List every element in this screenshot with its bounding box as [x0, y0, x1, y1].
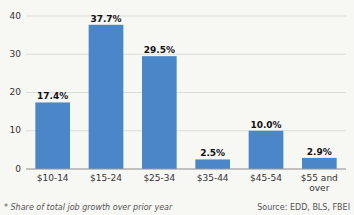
- bar: [195, 159, 230, 169]
- data-label: 29.5%: [144, 45, 175, 55]
- chart-container: 0 10 20 30 40 17.4% 37.7% 29.5% 2.5% 10.0% 2.9% $10…: [0, 0, 354, 215]
- x-axis-line: [26, 169, 346, 170]
- y-tick-label: 10: [10, 125, 22, 135]
- background: [0, 0, 354, 215]
- y-tick-label: 40: [10, 11, 22, 21]
- bar: [302, 158, 337, 169]
- x-tick-label: $35-44: [197, 173, 229, 183]
- x-tick-label: $10-14: [37, 173, 69, 183]
- chart: 0 10 20 30 40 17.4% 37.7% 29.5% 2.5% 10.0% 2.9% $10…: [0, 0, 354, 215]
- grid-line: [26, 169, 346, 170]
- bar: [89, 25, 124, 169]
- x-axis: $10-14 $15-24 $25-34 $35-44 $45-54 $55 andove…: [26, 169, 346, 193]
- grid-line: [26, 54, 346, 55]
- grid-line: [26, 130, 346, 131]
- grid-line: [26, 92, 346, 93]
- data-label: 2.9%: [307, 147, 332, 157]
- y-tick-label: 0: [15, 164, 21, 174]
- x-tick-label: $45-54: [250, 173, 282, 183]
- y-tick-label: 30: [10, 49, 22, 59]
- x-tick-label: $15-24: [90, 173, 122, 183]
- grid-line: [26, 16, 346, 17]
- y-tick-label: 20: [10, 87, 22, 97]
- x-tick-label: $55 andover: [301, 173, 338, 193]
- data-label: 2.5%: [200, 148, 225, 158]
- data-label: 37.7%: [90, 14, 121, 24]
- data-labels: 17.4% 37.7% 29.5% 2.5% 10.0% 2.9%: [37, 14, 332, 159]
- x-tick-label: $25-34: [143, 173, 175, 183]
- annotations: * Share of total job growth over prior y…: [4, 203, 350, 212]
- footer-note: Source: EDD, BLS, FBEI: [257, 203, 350, 212]
- footer-note: * Share of total job growth over prior y…: [4, 203, 173, 212]
- bar: [35, 102, 70, 169]
- y-axis: 0 10 20 30 40: [10, 11, 346, 174]
- data-label: 10.0%: [250, 120, 281, 130]
- bar: [142, 56, 177, 169]
- bar: [249, 131, 284, 169]
- bars: [35, 25, 336, 169]
- data-label: 17.4%: [37, 91, 68, 101]
